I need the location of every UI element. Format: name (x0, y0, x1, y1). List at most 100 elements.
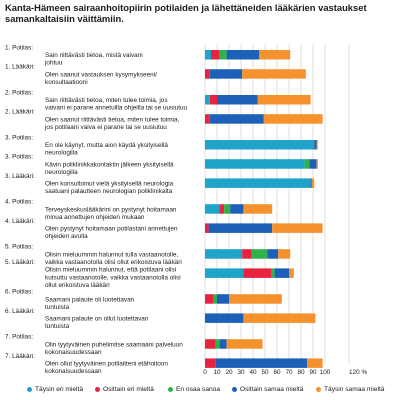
row-label-line: 5. Lääkäri: (5, 259, 35, 266)
bar-segment-14-1 (205, 358, 216, 368)
row-label-line: Olen saanut vastauksen kysymykseeni/ (45, 71, 157, 78)
legend-label: Täysin eri mieltä (35, 386, 84, 393)
x-tick-label-10: 100 (320, 369, 331, 376)
row-label-7: 4. Potilas: Terveyskeskuslääkärini on pys… (5, 199, 177, 221)
bar-segment-14-4 (307, 358, 323, 368)
row-label-line: 2. Lääkäri: (5, 109, 35, 116)
bar-segment-6-0 (205, 178, 311, 188)
row-label-line: vaivani ei parane annetuilla ohjeilla ta… (45, 105, 188, 112)
legend-label: Täysin samaa mieltä (324, 386, 385, 393)
row-label-line: 6. Potilas: (5, 289, 33, 296)
bar-segment-6-3 (310, 178, 312, 188)
row-label-line: 6. Lääkäri: (5, 308, 35, 315)
x-tick-label-4: 40 (249, 369, 257, 376)
bar-segment-13-3 (219, 339, 227, 349)
row-label-line: 3. Lääkäri: (5, 173, 35, 180)
row-label-line: kokonaisuudessaan (45, 349, 102, 356)
bar-segment-8-4 (272, 223, 323, 233)
bar-segment-10-3 (274, 268, 289, 278)
row-label-3: 2. Lääkäri: Olen saanut riittävästi tieto… (5, 109, 179, 131)
legend-item-2: En osaa sanoa (168, 386, 220, 393)
bar-segment-0-1 (211, 50, 220, 60)
row-labels: 1. Potilas: Sain riittävästi tietoa, mist… (5, 44, 188, 375)
row-label-2: 2. Potilas: Sain riittävästi tietoa, mite… (5, 89, 188, 111)
row-label-5: 3. Potilas: Kävin poliklinikkakontaktin j… (5, 154, 174, 176)
row-label-0: 1. Potilas: Sain riittävästi tietoa, mist… (5, 44, 143, 66)
bar-segment-1-4 (242, 69, 306, 79)
bar-segment-13-4 (226, 339, 263, 349)
gridlines (204, 44, 350, 364)
x-tick-label-5: 50 (261, 369, 269, 376)
bar-segment-11-1 (205, 294, 214, 304)
bar-segment-9-2 (251, 249, 268, 259)
bar-segment-13-2 (215, 339, 220, 349)
row-label-line: Olen saanut riittävästi tietoa, miten tu… (45, 116, 179, 123)
row-label-line: Sain riittävästi tietoa, miten tulee toi… (45, 97, 168, 104)
bar-segment-1-3 (209, 69, 243, 79)
row-label-14: 7. Lääkäri: Olen ollut tyytyväinen potila… (5, 353, 168, 375)
row-label-line: kokonaisuudessaan (45, 368, 102, 375)
bar-segment-6-4 (311, 178, 315, 188)
row-label-line: tuntuista (45, 323, 70, 330)
bar-segment-9-0 (205, 249, 243, 259)
chart-legend: Täysin eri mieltä Osittain eri mieltä En o… (0, 386, 400, 398)
bar-segment-11-2 (213, 294, 217, 304)
bars (205, 50, 323, 368)
x-tick-label-3: 30 (237, 369, 245, 376)
row-label-line: 1. Lääkäri: (5, 64, 35, 71)
row-label-line: Olen ollut tyytyväinen potilaitteni etäh… (45, 360, 168, 367)
row-label-line: vaikka vastaanotolla olisi ollut erikois… (45, 259, 182, 266)
bar-segment-0-0 (205, 50, 211, 60)
row-label-line: saatuani palautteen neurologian poliklin… (45, 188, 173, 195)
bar-segment-5-2 (304, 159, 310, 169)
bar-segment-5-4 (316, 159, 318, 169)
row-label-line: Saamani palaute on ollut luotettavan (45, 315, 149, 322)
bar-segment-9-1 (242, 249, 252, 259)
bar-segment-8-1 (205, 223, 209, 233)
row-label-line: 7. Lääkäri: (5, 353, 35, 360)
bar-segment-12-3 (205, 313, 244, 323)
bar-segment-2-0 (205, 95, 210, 105)
bar-segment-4-4 (316, 140, 318, 150)
row-label-line: En ole käynyt, mutta aion käydä yksityis… (45, 142, 168, 149)
legend-swatch (316, 387, 321, 392)
row-label-4: 3. Potilas: En ole käynyt, mutta aion käy… (5, 134, 168, 156)
bar-segment-10-1 (243, 268, 271, 278)
row-label-line: konsultaatiooni (45, 79, 88, 86)
bar-segment-3-1 (205, 114, 210, 124)
bar-segment-11-4 (229, 294, 282, 304)
row-label-11: 6. Potilas: Saamani palaute oli luotettav… (5, 289, 135, 311)
x-tick-label-2: 20 (225, 369, 233, 376)
row-label-line: Kävin poliklinikkakontaktin jälkeen yksi… (45, 161, 174, 168)
legend-item-0: Täysin eri mieltä (27, 386, 83, 393)
row-label-line: 5. Potilas: (5, 244, 33, 251)
chart-title: Kanta-Hämeen sairaanhoitopiirin potilaid… (5, 2, 367, 24)
row-label-line: 3. Potilas: (5, 134, 33, 141)
row-label-10: 5. Lääkäri: Olisin mieluummin halunnut, e… (5, 259, 181, 289)
bar-segment-7-2 (224, 204, 231, 214)
bar-segment-7-4 (243, 204, 273, 214)
row-label-line: Olen konsultoinut vielä yksityisellä neu… (45, 180, 174, 187)
bar-segment-7-3 (230, 204, 244, 214)
row-label-9: 5. Potilas: Olisin mieluummin halunnut tu… (5, 244, 182, 266)
row-label-line: Olin tyytyväinen puhelimitse saamaani pa… (45, 341, 183, 348)
bar-segment-13-1 (205, 339, 216, 349)
row-label-line: Saamani palaute oli luotettavan (45, 296, 135, 303)
bar-segment-8-3 (208, 223, 273, 233)
x-axis-ticks: 0 10 20 30 40 50 60 70 80 90 100 120 % (203, 369, 367, 376)
x-tick-label-0: 0 (203, 369, 207, 376)
bar-segment-7-0 (205, 204, 220, 214)
row-label-line: 2. Potilas: (5, 89, 33, 96)
row-label-line: johtuu (44, 60, 63, 67)
x-tick-label-9: 90 (309, 369, 317, 376)
row-label-line: 7. Potilas: (5, 334, 33, 341)
row-label-line: neurologilla (45, 150, 78, 157)
bar-segment-2-4 (257, 95, 311, 105)
bar-segment-10-0 (205, 268, 244, 278)
legend-item-4: Täysin samaa mieltä (316, 386, 384, 393)
bar-segment-0-3 (226, 50, 259, 60)
x-tick-label-1: 10 (213, 369, 221, 376)
bar-segment-1-1 (205, 69, 210, 79)
bar-segment-14-3 (215, 358, 307, 368)
legend-item-1: Osittain eri mieltä (95, 386, 154, 393)
